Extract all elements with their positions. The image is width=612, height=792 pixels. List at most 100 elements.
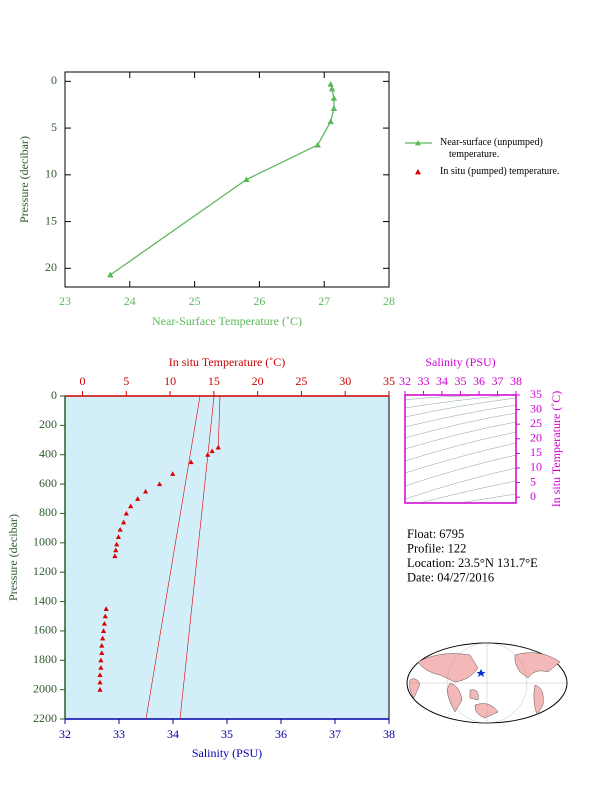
y-tick-label: 35 [530,387,542,401]
plot-background [65,396,389,719]
float-info: Profile: 122 [407,541,466,555]
data-point [107,271,114,278]
plot-frame [64,71,390,288]
ts-contours [404,395,517,504]
world-map [406,642,568,724]
data-point [327,118,334,125]
data-point [97,687,103,692]
x2-tick-label: 33 [113,727,125,741]
y-tick-label: 0 [530,489,536,503]
data-point [330,105,338,112]
data-line [145,395,201,720]
data-point [243,176,250,183]
x-tick-label: 38 [510,374,522,388]
data-point [117,527,123,532]
data-point [170,471,176,476]
y-tick-label: 2000 [33,681,57,695]
data-point [112,553,118,559]
x2-tick-label: 38 [383,727,395,741]
y-tick-label: 0 [51,388,57,402]
legend-label: Near-surface (unpumped) temperature. [440,137,543,160]
x-tick-label: 20 [252,374,264,388]
x-axis-label: In situ Temperature (˚C) [169,355,286,369]
data-line [217,395,221,448]
x-tick-label: 0 [80,374,86,388]
x-tick-label: 5 [123,374,129,388]
x-tick-label: 36 [473,374,485,388]
x-tick-label: 35 [383,374,395,388]
y-tick-label: 800 [39,505,57,519]
data-point [327,80,334,87]
x-tick-label: 24 [124,294,136,308]
data-point [188,459,194,465]
data-point [123,510,129,516]
data-point [102,613,108,619]
data-point [100,628,107,633]
data-point [114,541,120,547]
y-tick-label: 400 [39,446,57,460]
legend-label: In situ (pumped) temperature. [440,166,560,177]
y-tick-label: 10 [45,167,57,181]
data-point [113,547,119,553]
data-line [109,83,335,276]
x2-tick-label: 34 [167,727,179,741]
data-point [142,488,149,494]
data-point [99,642,105,648]
x-tick-label: 15 [208,374,220,388]
data-point [209,448,215,454]
y-tick-label: 10 [530,460,542,474]
y-tick-label: 0 [51,73,57,87]
y-axis-label: Pressure (decibar) [17,136,31,223]
data-point [156,481,163,487]
legend-marker [415,140,421,146]
x2-tick-label: 35 [221,727,233,741]
float-info: Date: 04/27/2016 [407,570,494,584]
y-tick-label: 1600 [33,623,57,637]
data-point [100,635,106,641]
y-tick-label: 20 [45,260,57,274]
legend-marker [415,169,421,175]
y-tick-label: 200 [39,417,57,431]
x-tick-label: 28 [383,294,395,308]
y-tick-label: 600 [39,476,57,490]
x-tick-label: 34 [436,374,448,388]
x2-tick-label: 32 [59,727,71,741]
x-tick-label: 32 [399,374,411,388]
y-tick-label: 1200 [33,564,57,578]
x-tick-label: 33 [418,374,430,388]
data-line [179,395,215,720]
y-tick-label: 20 [530,431,542,445]
y-tick-label: 30 [530,401,542,415]
y-tick-label: 1800 [33,652,57,666]
y-tick-label: 1000 [33,535,57,549]
x-tick-label: 27 [318,294,330,308]
y-tick-label: 5 [51,120,57,134]
data-point [135,496,141,501]
data-point [128,503,134,509]
plot-frame [404,394,517,504]
x2-axis-label: Salinity (PSU) [192,746,262,760]
data-point [101,620,108,626]
y-axis-label: In situ Temperature (˚C) [549,391,563,508]
data-point [115,534,122,540]
x-tick-label: 30 [339,374,351,388]
data-point [328,85,336,92]
x-tick-label: 26 [253,294,265,308]
data-point [330,94,338,101]
data-point [99,650,105,656]
data-point [98,657,104,663]
x-axis-label: Near-Surface Temperature (˚C) [152,314,302,328]
x-axis-label: Salinity (PSU) [425,355,495,369]
data-point [97,679,103,685]
x-tick-label: 37 [492,374,504,388]
y-tick-label: 25 [530,416,542,430]
data-point [98,665,104,670]
data-point [97,672,103,678]
y-tick-label: 2200 [33,711,57,725]
x2-tick-label: 37 [329,727,341,741]
data-point [121,519,127,525]
y-tick-label: 1400 [33,593,57,607]
x-tick-label: 10 [164,374,176,388]
